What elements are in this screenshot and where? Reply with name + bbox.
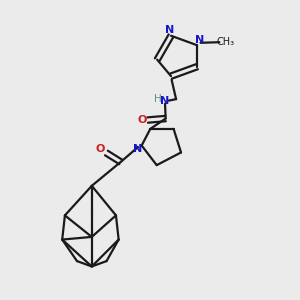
Text: O: O [96,144,105,154]
Text: CH₃: CH₃ [217,37,235,46]
Text: N: N [133,144,142,154]
Text: N: N [195,35,205,45]
Text: O: O [138,115,147,125]
Text: N: N [160,96,170,106]
Text: H: H [154,94,162,104]
Text: N: N [165,26,174,35]
